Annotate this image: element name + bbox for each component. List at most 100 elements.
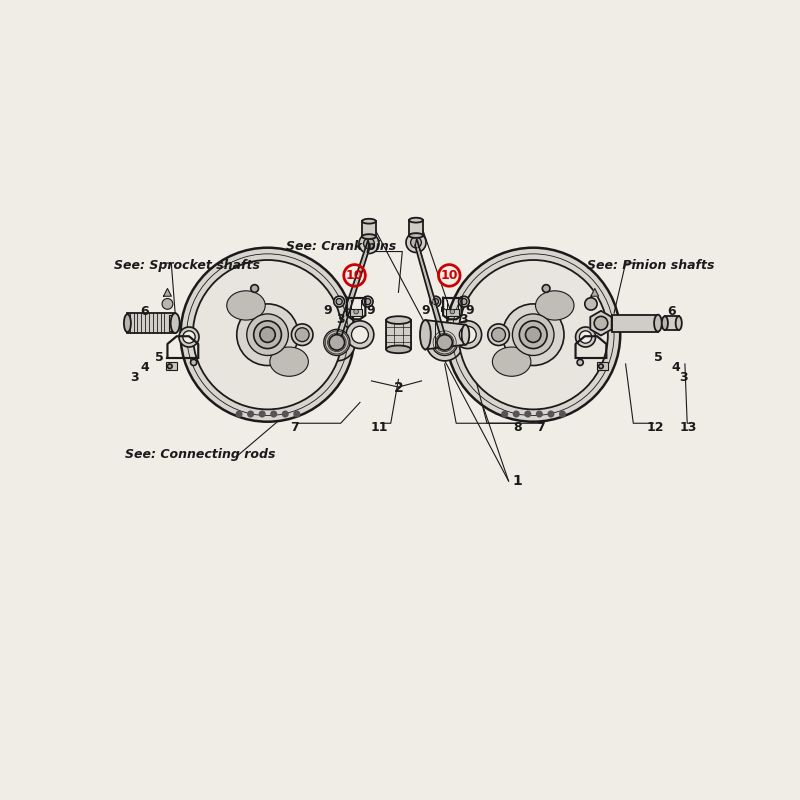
Text: 3: 3 <box>130 370 138 383</box>
Text: 9: 9 <box>366 303 375 317</box>
Text: 9: 9 <box>421 303 430 317</box>
Text: 5: 5 <box>654 351 663 364</box>
Text: 9: 9 <box>323 303 332 317</box>
Circle shape <box>329 334 345 350</box>
Circle shape <box>514 411 519 417</box>
Circle shape <box>519 321 547 349</box>
Circle shape <box>183 331 195 343</box>
Circle shape <box>190 359 197 366</box>
Circle shape <box>336 298 342 305</box>
Circle shape <box>488 324 510 346</box>
Circle shape <box>193 260 342 410</box>
Circle shape <box>537 411 542 417</box>
Text: 7: 7 <box>537 421 546 434</box>
Ellipse shape <box>386 316 410 324</box>
Circle shape <box>579 331 592 343</box>
Circle shape <box>410 237 422 248</box>
Circle shape <box>324 330 350 355</box>
Circle shape <box>526 327 541 342</box>
Circle shape <box>585 298 597 310</box>
Circle shape <box>446 248 620 422</box>
Circle shape <box>254 321 282 349</box>
Circle shape <box>492 328 506 342</box>
Circle shape <box>282 411 288 417</box>
Bar <box>169 315 175 331</box>
Text: 10: 10 <box>441 269 458 282</box>
Text: See: Crank pins: See: Crank pins <box>286 240 396 253</box>
Bar <box>409 220 423 235</box>
Circle shape <box>162 298 173 310</box>
Circle shape <box>542 285 550 292</box>
Circle shape <box>575 327 595 347</box>
Polygon shape <box>426 320 466 350</box>
Circle shape <box>246 314 288 355</box>
Text: 8: 8 <box>514 421 522 434</box>
Circle shape <box>271 411 277 417</box>
Circle shape <box>513 314 554 355</box>
Text: 6: 6 <box>140 305 149 318</box>
FancyBboxPatch shape <box>350 309 362 316</box>
Text: See: Sprocket shafts: See: Sprocket shafts <box>114 259 259 272</box>
Circle shape <box>525 411 530 417</box>
Circle shape <box>431 330 458 355</box>
Text: 7: 7 <box>290 421 299 434</box>
Bar <box>127 313 175 333</box>
Ellipse shape <box>386 346 410 353</box>
Text: 5: 5 <box>155 351 164 364</box>
Ellipse shape <box>362 218 376 224</box>
Circle shape <box>454 321 482 349</box>
Circle shape <box>351 326 369 343</box>
Circle shape <box>259 411 265 417</box>
Circle shape <box>362 296 373 307</box>
Text: 1: 1 <box>513 474 522 488</box>
Polygon shape <box>590 311 612 335</box>
Circle shape <box>502 411 507 417</box>
Polygon shape <box>415 239 446 347</box>
Circle shape <box>594 316 608 330</box>
Text: See: Connecting rods: See: Connecting rods <box>125 448 275 461</box>
Text: 4: 4 <box>671 361 680 374</box>
Circle shape <box>459 326 476 343</box>
Text: 3: 3 <box>336 313 345 326</box>
Circle shape <box>406 233 426 253</box>
Circle shape <box>430 296 441 307</box>
Polygon shape <box>591 289 598 296</box>
Text: 9: 9 <box>465 303 474 317</box>
Circle shape <box>354 310 358 314</box>
Ellipse shape <box>409 233 423 238</box>
Circle shape <box>260 327 275 342</box>
Ellipse shape <box>462 325 470 345</box>
Ellipse shape <box>270 347 308 376</box>
Circle shape <box>334 296 345 307</box>
Bar <box>597 362 608 370</box>
Circle shape <box>502 304 564 366</box>
Ellipse shape <box>420 320 430 350</box>
Circle shape <box>179 327 199 347</box>
Ellipse shape <box>226 291 266 320</box>
Text: 6: 6 <box>667 305 676 318</box>
Circle shape <box>359 234 379 254</box>
Ellipse shape <box>124 314 131 332</box>
Ellipse shape <box>535 291 574 320</box>
Circle shape <box>437 334 452 350</box>
Circle shape <box>560 411 565 417</box>
Bar <box>665 316 678 330</box>
Text: 3: 3 <box>679 370 688 383</box>
Bar <box>612 314 658 332</box>
Circle shape <box>365 298 370 305</box>
Circle shape <box>181 248 354 422</box>
Text: 4: 4 <box>140 361 149 374</box>
Text: 10: 10 <box>346 269 363 282</box>
Ellipse shape <box>676 316 682 330</box>
Circle shape <box>294 411 299 417</box>
Circle shape <box>426 324 463 361</box>
Bar <box>362 222 376 237</box>
Circle shape <box>458 296 470 307</box>
Ellipse shape <box>492 347 531 376</box>
Circle shape <box>548 411 554 417</box>
Circle shape <box>461 298 467 305</box>
Circle shape <box>167 364 172 369</box>
Ellipse shape <box>170 313 180 333</box>
Circle shape <box>450 310 454 314</box>
Circle shape <box>432 298 438 305</box>
